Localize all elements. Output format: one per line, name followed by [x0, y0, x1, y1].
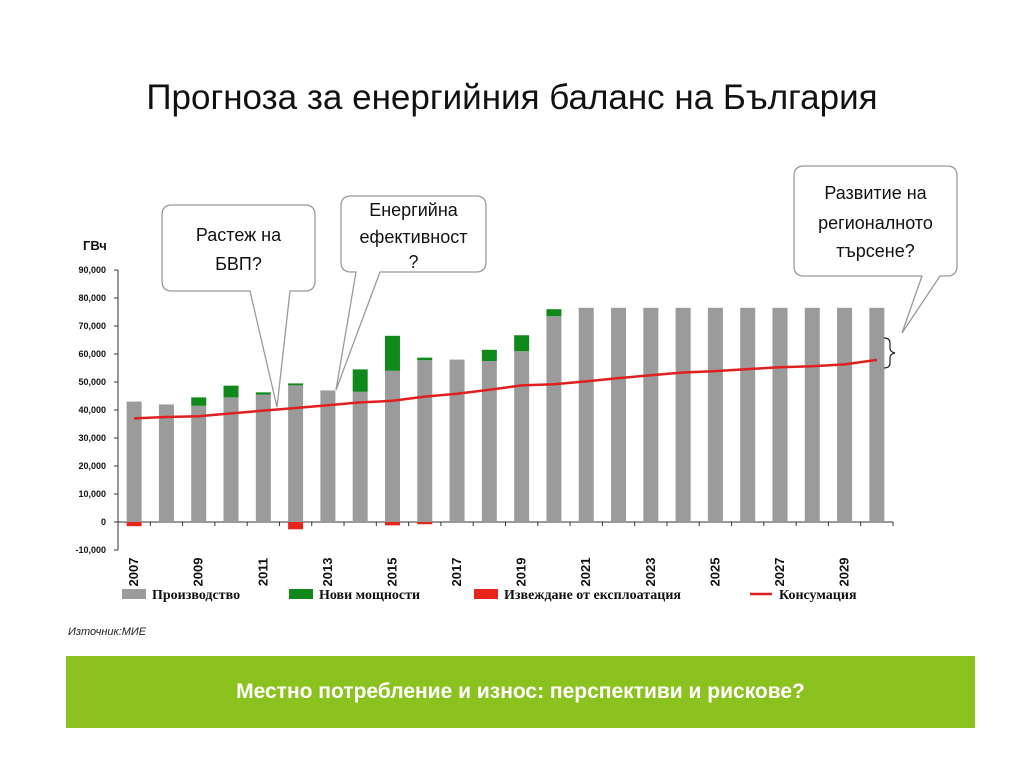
bottom-banner: Местно потребление и износ: перспективи …	[66, 656, 975, 728]
source-note: Източник:МИЕ	[68, 626, 147, 638]
bar-new-capacity	[384, 335, 400, 371]
y-tick-label: 40,000	[78, 405, 106, 415]
bar-production	[223, 397, 239, 522]
callout-text-line: търсене?	[836, 241, 914, 261]
bar-production	[740, 307, 756, 522]
callout-text-line: ?	[408, 252, 418, 272]
x-tick-label: 2023	[643, 558, 658, 587]
bar-production	[578, 307, 594, 522]
bar-production	[611, 307, 627, 522]
callout-text-line: ефективност	[360, 227, 468, 247]
bar-production	[449, 359, 465, 522]
callout-text-line: регионалното	[818, 213, 933, 233]
x-tick-label: 2011	[255, 558, 270, 586]
bar-production	[837, 307, 853, 522]
x-tick-label: 2009	[191, 558, 206, 587]
bar-decommission	[384, 522, 400, 526]
y-tick-label: 90,000	[78, 265, 106, 275]
bar-production	[707, 307, 723, 522]
y-tick-label: 20,000	[78, 461, 106, 471]
chart-axes: -10,000 0 10,000 20,000 30,000 40,000 50,000 60…	[75, 238, 894, 587]
bar-decommission	[126, 522, 142, 527]
bar-production	[869, 307, 885, 522]
bar-new-capacity	[514, 335, 530, 352]
x-tick-label: 2025	[707, 558, 722, 587]
bar-production	[417, 360, 433, 522]
bar-decommission	[288, 522, 304, 530]
legend-swatch	[474, 589, 498, 599]
bar-production	[772, 307, 788, 522]
slide-title: Прогноза за енергийния баланс на Българи…	[146, 78, 878, 117]
bar-production	[320, 390, 336, 522]
y-tick-label: 10,000	[78, 489, 106, 499]
bar-new-capacity	[546, 309, 562, 317]
x-tick-label: 2017	[449, 558, 464, 587]
y-tick-label: 80,000	[78, 293, 106, 303]
chart-bars	[126, 307, 885, 530]
x-tick-label: 2029	[837, 558, 852, 587]
bar-production	[384, 370, 400, 522]
x-tick-label: 2015	[384, 558, 399, 587]
bar-production	[804, 307, 820, 522]
bar-new-capacity	[255, 392, 271, 395]
legend-label: Производство	[152, 588, 240, 603]
legend-label: Консумация	[779, 588, 857, 603]
bar-production	[191, 405, 207, 522]
chart-legend: Производство Нови мощности Извеждане от ек…	[122, 588, 857, 603]
bar-production	[643, 307, 659, 522]
bar-production	[546, 316, 562, 522]
legend-swatch	[289, 589, 313, 599]
callouts: Растеж на БВП? Енергийна ефективност? Развит…	[161, 165, 958, 408]
legend-swatch	[122, 589, 146, 599]
bar-new-capacity	[417, 357, 433, 361]
callout-bubble	[161, 204, 316, 408]
bar-production	[255, 394, 271, 522]
callout-bubble	[793, 165, 958, 334]
callout-text-line: Енергийна	[369, 200, 459, 220]
bar-production	[675, 307, 691, 522]
x-tick-label: 2013	[320, 558, 335, 587]
legend-label: Извеждане от експлоатация	[504, 588, 681, 603]
y-tick-label: 0	[101, 517, 106, 527]
y-tick-label: 60,000	[78, 349, 106, 359]
x-tick-label: 2019	[514, 558, 529, 587]
bar-production	[514, 351, 530, 522]
bar-new-capacity	[223, 385, 239, 398]
y-tick-label: 30,000	[78, 433, 106, 443]
bar-production	[158, 404, 174, 522]
y-tick-label: 70,000	[78, 321, 106, 331]
bar-new-capacity	[191, 397, 207, 406]
bar-new-capacity	[352, 369, 368, 392]
legend-label: Нови мощности	[319, 588, 420, 603]
callout-text-line: Развитие на	[824, 183, 927, 203]
x-tick-label: 2021	[578, 558, 593, 587]
bar-new-capacity	[481, 349, 497, 361]
bar-production	[126, 401, 142, 522]
y-tick-label: -10,000	[75, 545, 106, 555]
chart-line	[134, 337, 896, 420]
x-tick-label: 2007	[126, 558, 141, 587]
bar-production	[352, 391, 368, 522]
bar-decommission	[417, 522, 433, 525]
callout-text-line: Растеж на	[196, 225, 282, 245]
line-consumption	[134, 358, 878, 420]
x-tick-label: 2027	[772, 558, 787, 587]
y-unit-label: ГВч	[83, 238, 107, 253]
bar-new-capacity	[288, 383, 304, 386]
callout-text-line: БВП?	[215, 254, 262, 274]
y-tick-label: 50,000	[78, 377, 106, 387]
banner-text: Местно потребление и износ: перспективи …	[236, 680, 805, 703]
callout-bubble	[335, 195, 487, 391]
bar-production	[481, 361, 497, 522]
range-brace	[883, 337, 896, 369]
bar-production	[288, 385, 304, 522]
